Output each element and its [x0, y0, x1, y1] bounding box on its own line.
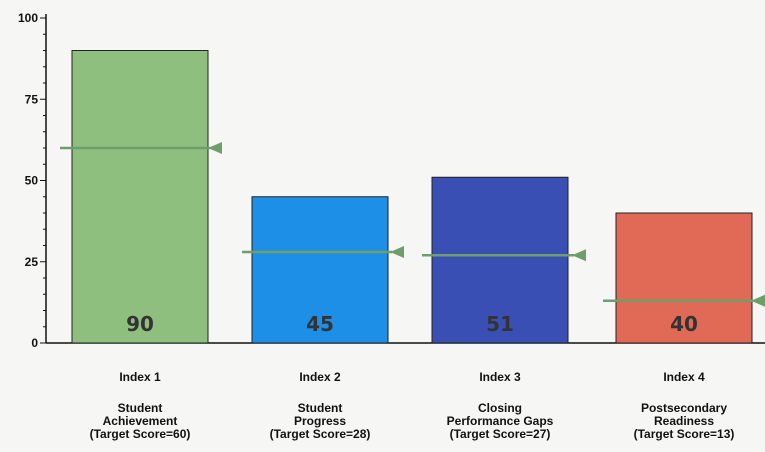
- category-index-label: Index 2: [299, 370, 341, 384]
- target-marker: [751, 294, 765, 307]
- category-target-label: (Target Score=13): [634, 427, 735, 441]
- bar: [615, 212, 753, 344]
- target-marker: [390, 246, 404, 258]
- target-marker: [572, 249, 586, 262]
- y-tick-label: 25: [25, 255, 39, 269]
- category-name-label: Readiness: [654, 414, 714, 428]
- y-tick-label: 50: [25, 174, 39, 188]
- value-label: 40: [670, 312, 698, 336]
- category-index-label: Index 3: [479, 370, 521, 384]
- category-index-label: Index 4: [663, 370, 705, 384]
- category-name-label: Postsecondary: [641, 401, 727, 415]
- category-name-label: Progress: [294, 414, 346, 428]
- bar: [431, 176, 569, 344]
- bar: [251, 196, 389, 344]
- y-tick-label: 100: [18, 11, 38, 25]
- category-target-label: (Target Score=27): [450, 427, 551, 441]
- value-label: 51: [486, 312, 514, 336]
- category-target-label: (Target Score=28): [270, 427, 371, 441]
- category-name-label: Closing: [478, 401, 522, 415]
- category-name-label: Performance Gaps: [447, 414, 554, 428]
- value-label: 90: [126, 312, 154, 336]
- target-marker: [208, 142, 222, 154]
- bar: [71, 50, 209, 344]
- y-tick-label: 75: [25, 92, 39, 106]
- category-name-label: Student: [298, 401, 343, 415]
- category-index-label: Index 1: [119, 370, 161, 384]
- category-name-label: Student: [118, 401, 163, 415]
- category-target-label: (Target Score=60): [90, 427, 191, 441]
- category-name-label: Achievement: [103, 414, 178, 428]
- y-tick-label: 0: [31, 336, 38, 350]
- value-label: 45: [306, 312, 334, 336]
